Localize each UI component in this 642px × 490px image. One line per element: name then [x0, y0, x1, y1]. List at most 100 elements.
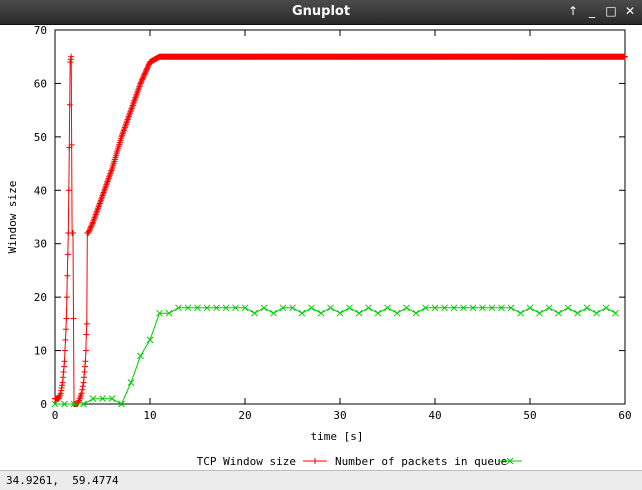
series-point-0	[145, 62, 152, 69]
series-point-0	[87, 226, 94, 233]
series-point-0	[141, 70, 148, 77]
series-point-0	[61, 358, 68, 365]
series-point-0	[64, 251, 71, 258]
series-point-0	[60, 374, 67, 381]
series-point-1	[365, 304, 372, 312]
series-point-1	[507, 304, 515, 312]
series-point-0	[82, 347, 89, 354]
series-point-1	[450, 304, 458, 312]
series-point-0	[63, 315, 70, 322]
series-point-1	[441, 304, 448, 312]
series-point-1	[460, 304, 467, 312]
series-point-1	[137, 352, 144, 360]
series-point-0	[144, 65, 151, 72]
series-point-1	[270, 309, 277, 317]
series-point-1	[498, 304, 505, 312]
series-point-0	[65, 187, 72, 194]
series-point-0	[70, 315, 77, 322]
series-point-0	[79, 383, 86, 390]
series-point-0	[87, 224, 94, 231]
series-point-0	[85, 230, 92, 237]
title-bar[interactable]: Gnuplot ↑ _ □ ✕	[0, 0, 642, 25]
close-icon[interactable]: ✕	[624, 4, 636, 18]
series-point-1	[488, 304, 496, 312]
series-point-1	[555, 309, 562, 317]
series-point-0	[139, 76, 146, 83]
series-point-1	[279, 304, 287, 312]
series-point-1	[612, 309, 619, 317]
series-point-0	[70, 230, 77, 237]
series-point-0	[81, 363, 88, 370]
series-point-0	[68, 141, 75, 148]
series-point-1	[298, 309, 306, 317]
series-point-1	[213, 304, 220, 312]
y-axis-label: Window size	[6, 181, 19, 254]
series-point-0	[622, 53, 628, 60]
series-point-0	[62, 336, 69, 343]
status-bar: 34.9261, 59.4774	[0, 470, 642, 490]
y-tick-label: 70	[34, 24, 47, 37]
maximize-icon[interactable]: □	[605, 4, 617, 18]
series-point-0	[89, 220, 96, 227]
raise-icon[interactable]: ↑	[567, 4, 579, 18]
minimize-icon[interactable]: _	[589, 4, 595, 18]
series-point-1	[89, 395, 97, 403]
chart-canvas[interactable]: 0 10 20 30 40 50 60 0 10 20 30 40 50 60 70 time [s] Wi…	[0, 24, 642, 470]
series-point-0	[86, 227, 93, 234]
series-point-1	[517, 309, 524, 317]
y-tick-label: 50	[34, 131, 47, 144]
series-point-1	[479, 304, 486, 312]
series-point-0	[68, 53, 75, 60]
series-point-1	[184, 304, 192, 312]
y-tick-label: 40	[34, 184, 47, 197]
series-point-1	[327, 304, 334, 312]
series-point-0	[140, 74, 147, 81]
series-point-1	[355, 309, 363, 317]
series-point-1	[80, 400, 87, 408]
series-point-0	[139, 75, 146, 82]
series-point-1	[384, 304, 391, 312]
series-point-1	[222, 304, 230, 312]
series-point-1	[99, 395, 106, 403]
window-title: Gnuplot	[291, 4, 351, 19]
x-axis-label: time [s]	[311, 430, 364, 443]
y-tick-label: 30	[34, 238, 47, 251]
series-point-0	[61, 347, 68, 354]
y-tick-label: 60	[34, 77, 47, 90]
series-point-1	[602, 304, 610, 312]
x-tick-label: 60	[618, 409, 631, 422]
series-point-0	[138, 79, 145, 86]
series-point-1	[127, 379, 135, 386]
series-line-0	[55, 56, 625, 405]
series-point-1	[593, 309, 600, 317]
y-tick-label: 0	[40, 398, 47, 411]
series-point-0	[83, 320, 90, 327]
series-point-0	[137, 80, 144, 87]
series-point-1	[536, 309, 543, 317]
series-point-1	[545, 304, 553, 312]
series-point-1	[251, 309, 258, 317]
cursor-coordinates: 34.9261, 59.4774	[6, 474, 119, 487]
series-point-1	[469, 304, 477, 312]
series-point-0	[78, 390, 85, 397]
series-point-1	[526, 304, 534, 312]
x-tick-label: 50	[523, 409, 536, 422]
series-point-0	[88, 223, 95, 230]
series-point-1	[374, 309, 382, 317]
series-point-0	[62, 326, 69, 333]
legend-marker-queue	[506, 457, 514, 465]
series-point-1	[431, 304, 439, 312]
series-point-0	[142, 69, 149, 76]
x-tick-label: 0	[52, 409, 59, 422]
series-point-0	[61, 363, 68, 370]
x-tick-label: 20	[238, 409, 251, 422]
series-point-0	[82, 358, 89, 365]
series-point-0	[79, 386, 86, 393]
x-tick-label: 40	[428, 409, 441, 422]
plot-area[interactable]: 0 10 20 30 40 50 60 0 10 20 30 40 50 60 70 time [s] Wi…	[0, 24, 642, 470]
series-point-1	[165, 309, 173, 317]
series-point-1	[51, 400, 59, 408]
series-point-1	[146, 336, 154, 344]
series-point-1	[175, 304, 182, 312]
